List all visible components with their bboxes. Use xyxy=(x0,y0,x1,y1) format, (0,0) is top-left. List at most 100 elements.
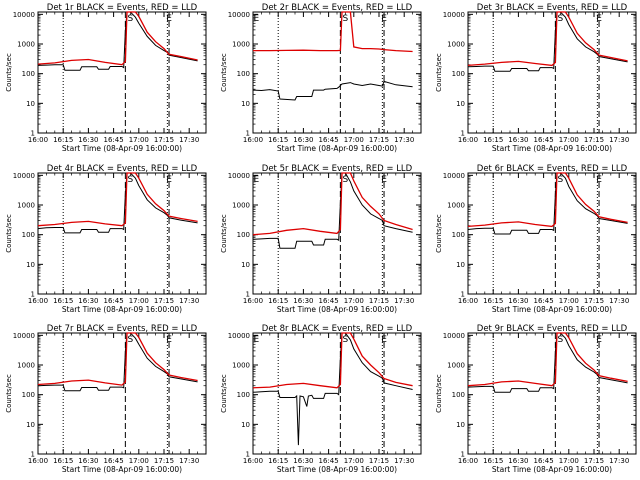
chart-title: Det 5r BLACK = Events, RED = LLD xyxy=(262,164,413,174)
y-tick-label: 10 xyxy=(26,421,35,429)
chart-title: Det 2r BLACK = Events, RED = LLD xyxy=(262,3,413,13)
x-tick-label: 17:00 xyxy=(129,457,149,465)
y-tick-label: 1 xyxy=(461,291,465,299)
y-tick-label: 1 xyxy=(246,130,250,138)
x-tick-label: 16:15 xyxy=(53,457,73,465)
y-tick-label: 100 xyxy=(452,231,465,239)
x-tick-label: 16:15 xyxy=(268,297,288,305)
y-tick-label: 10 xyxy=(456,100,465,108)
x-axis-label: Start Time (08-Apr-09 16:00:00) xyxy=(62,144,182,153)
detector-panel-4: Det 4r BLACK = Events, RED = LLD 1 10 100 10… xyxy=(5,164,207,314)
events-series-line xyxy=(37,332,198,392)
x-tick-label: 16:15 xyxy=(53,136,73,144)
y-tick-label: 1000 xyxy=(232,41,250,49)
x-tick-label: 17:00 xyxy=(129,297,149,305)
x-tick-label: 17:15 xyxy=(584,457,604,465)
marker-e: E xyxy=(166,14,172,24)
chart-title: Det 4r BLACK = Events, RED = LLD xyxy=(47,164,198,174)
y-tick-label: 10000 xyxy=(228,332,250,340)
lld-series-line xyxy=(467,332,628,387)
x-axis-label: Start Time (08-Apr-09 16:00:00) xyxy=(492,305,612,314)
x-tick-label: 17:30 xyxy=(394,297,414,305)
x-axis-label: Start Time (08-Apr-09 16:00:00) xyxy=(62,305,182,314)
y-tick-label: 10 xyxy=(456,261,465,269)
x-tick-label: 16:00 xyxy=(243,136,263,144)
x-axis-label: Start Time (08-Apr-09 16:00:00) xyxy=(492,144,612,153)
y-axis-label: Counts/sec xyxy=(220,374,228,413)
y-tick-label: 10000 xyxy=(13,172,35,180)
y-tick-label: 1000 xyxy=(447,202,465,210)
y-tick-label: 10 xyxy=(26,100,35,108)
x-tick-label: 17:00 xyxy=(344,457,364,465)
y-tick-label: 10000 xyxy=(228,11,250,19)
y-tick-label: 10 xyxy=(241,261,250,269)
y-axis-label: Counts/sec xyxy=(435,53,443,92)
detector-panel-8: Det 8r BLACK = Events, RED = LLD 1 10 100 10… xyxy=(220,324,422,474)
y-tick-label: 10000 xyxy=(228,172,250,180)
chart-title: Det 6r BLACK = Events, RED = LLD xyxy=(477,164,628,174)
x-tick-label: 16:00 xyxy=(458,136,478,144)
x-tick-label: 16:45 xyxy=(319,457,339,465)
marker-e: E xyxy=(596,14,602,24)
y-tick-label: 100 xyxy=(22,231,35,239)
x-tick-label: 17:30 xyxy=(394,136,414,144)
x-tick-label: 16:00 xyxy=(243,297,263,305)
x-tick-label: 16:15 xyxy=(53,297,73,305)
y-tick-label: 100 xyxy=(237,231,250,239)
marker-s: S xyxy=(343,175,349,185)
events-series-line xyxy=(252,332,413,446)
x-axis-label: Start Time (08-Apr-09 16:00:00) xyxy=(492,465,612,474)
marker-s: S xyxy=(128,14,134,24)
y-tick-label: 1000 xyxy=(17,362,35,370)
y-tick-label: 1 xyxy=(31,451,35,459)
chart-title: Det 8r BLACK = Events, RED = LLD xyxy=(262,324,413,334)
x-tick-label: 16:45 xyxy=(534,457,554,465)
lld-series-line xyxy=(37,332,198,386)
marker-e: E xyxy=(596,175,602,185)
events-series-line xyxy=(467,11,628,72)
x-axis-label: Start Time (08-Apr-09 16:00:00) xyxy=(277,465,397,474)
x-tick-label: 16:30 xyxy=(78,457,98,465)
y-tick-label: 100 xyxy=(22,391,35,399)
y-tick-label: 10000 xyxy=(13,11,35,19)
x-tick-label: 16:15 xyxy=(483,297,503,305)
x-tick-label: 16:00 xyxy=(458,457,478,465)
y-axis-label: Counts/sec xyxy=(435,214,443,253)
lld-series-line xyxy=(252,332,413,389)
y-tick-label: 1000 xyxy=(17,202,35,210)
x-tick-label: 16:00 xyxy=(28,136,48,144)
x-tick-label: 16:45 xyxy=(319,136,339,144)
x-tick-label: 17:15 xyxy=(369,457,389,465)
detector-panel-2: Det 2r BLACK = Events, RED = LLD 1 10 100 10… xyxy=(220,3,422,153)
y-axis-label: Counts/sec xyxy=(5,214,13,253)
y-axis-label: Counts/sec xyxy=(220,214,228,253)
x-tick-label: 16:45 xyxy=(104,136,124,144)
x-tick-label: 16:00 xyxy=(28,297,48,305)
y-tick-label: 10 xyxy=(241,421,250,429)
marker-e: E xyxy=(166,175,172,185)
chart-title: Det 9r BLACK = Events, RED = LLD xyxy=(477,324,628,334)
marker-s: S xyxy=(558,335,564,345)
x-tick-label: 16:30 xyxy=(508,297,528,305)
y-tick-label: 10 xyxy=(241,100,250,108)
x-tick-label: 16:45 xyxy=(534,297,554,305)
x-axis-label: Start Time (08-Apr-09 16:00:00) xyxy=(62,465,182,474)
x-tick-label: 17:15 xyxy=(584,297,604,305)
chart-title: Det 3r BLACK = Events, RED = LLD xyxy=(477,3,628,13)
x-tick-label: 17:00 xyxy=(344,136,364,144)
x-tick-label: 16:30 xyxy=(293,136,313,144)
x-tick-label: 17:30 xyxy=(394,457,414,465)
y-axis-label: Counts/sec xyxy=(220,53,228,92)
y-tick-label: 1 xyxy=(461,451,465,459)
detector-panel-6: Det 6r BLACK = Events, RED = LLD 1 10 100 10… xyxy=(435,164,637,314)
detector-panel-1: Det 1r BLACK = Events, RED = LLD 1 10 100 10… xyxy=(5,3,207,153)
x-tick-label: 17:15 xyxy=(154,136,174,144)
x-tick-label: 16:15 xyxy=(268,457,288,465)
y-tick-label: 1 xyxy=(461,130,465,138)
x-tick-label: 16:45 xyxy=(319,297,339,305)
x-tick-label: 16:15 xyxy=(483,136,503,144)
x-tick-label: 17:15 xyxy=(584,136,604,144)
detector-panel-9: Det 9r BLACK = Events, RED = LLD 1 10 100 10… xyxy=(435,324,637,474)
y-axis-label: Counts/sec xyxy=(5,374,13,413)
